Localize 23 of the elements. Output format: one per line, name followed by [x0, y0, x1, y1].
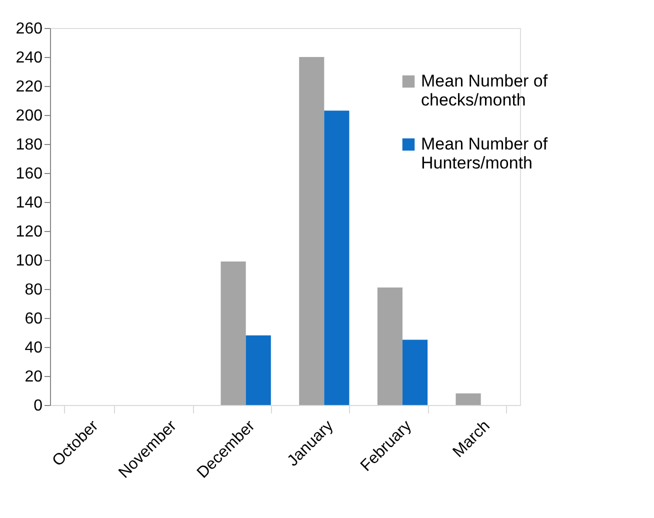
bar — [299, 57, 324, 405]
legend-label: Mean Number of Hunters/month — [421, 134, 548, 172]
bar — [402, 340, 428, 405]
y-tick-label: 240 — [16, 50, 43, 66]
y-tick-label: 100 — [16, 252, 43, 270]
y-tick-label: 220 — [16, 78, 43, 96]
bar — [456, 393, 481, 405]
y-tick-label: 0 — [34, 398, 43, 414]
y-tick-label: 180 — [16, 136, 43, 154]
bar — [220, 261, 246, 405]
legend-label: Mean Number of checks/month — [421, 72, 548, 110]
y-tick-label: 120 — [16, 224, 43, 240]
bar — [377, 288, 402, 405]
y-tick-label: 160 — [16, 166, 43, 182]
y-tick-label: 200 — [16, 108, 43, 124]
y-tick-label: 140 — [16, 194, 43, 212]
bar — [324, 110, 350, 405]
y-tick-label: 40 — [24, 340, 43, 356]
y-tick-label: 60 — [24, 310, 43, 328]
bar — [246, 335, 271, 405]
y-tick-label: 260 — [16, 20, 43, 38]
y-tick-label: 80 — [24, 282, 43, 298]
y-tick-label: 20 — [24, 368, 43, 386]
